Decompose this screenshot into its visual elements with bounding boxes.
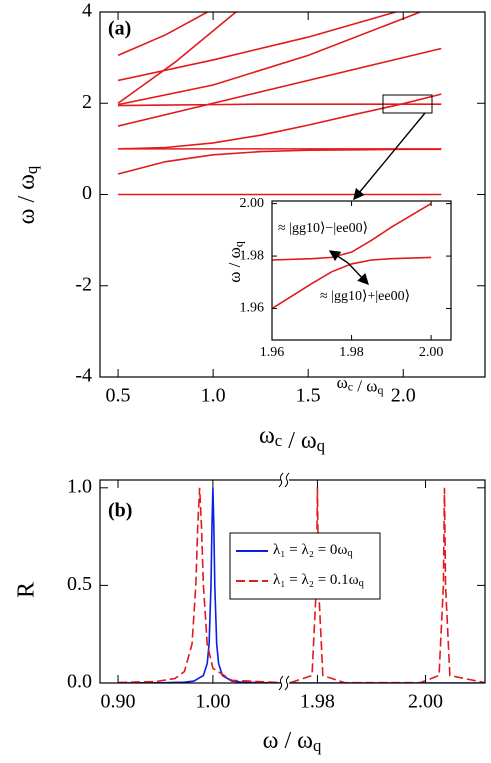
data-line	[117, 47, 442, 127]
legend-box	[229, 532, 381, 600]
axis-break-gap	[281, 472, 289, 488]
legend-label: λ₁ = λ₂ = 0.1ωq	[273, 572, 365, 589]
data-line	[118, 103, 442, 107]
x-tick-label: 0.90	[101, 691, 136, 713]
x-tick-label: 1.5	[296, 385, 321, 407]
x-tick-label: 1.00	[195, 691, 230, 713]
x-tick-label: 1.0	[201, 385, 226, 407]
x-tick-label: 1.98	[300, 691, 335, 713]
y-tick-label: 4	[82, 0, 92, 22]
panel-label: (b)	[108, 500, 132, 522]
data-line	[117, 12, 208, 57]
y-tick-label: 2.00	[240, 196, 265, 211]
y-tick-label: -4	[75, 365, 92, 387]
x-axis-label: ωc / ωq	[259, 423, 326, 455]
data-line	[117, 12, 237, 104]
y-tick-label: 1.98	[240, 248, 265, 263]
x-tick-label: 1.96	[260, 345, 285, 360]
zoom-region	[382, 94, 433, 114]
x-tick-label: 2.0	[391, 385, 416, 407]
x-tick-label: 0.5	[106, 385, 131, 407]
y-tick-label: 0.0	[67, 671, 92, 693]
frame	[271, 200, 452, 341]
x-tick-label: 2.00	[419, 345, 444, 360]
frame	[99, 479, 486, 684]
axis-break	[278, 675, 290, 691]
data-line	[272, 256, 432, 310]
data-line	[117, 12, 396, 82]
y-tick-label: 2	[82, 91, 92, 113]
inset-background	[272, 201, 451, 340]
annotation: ≈ |gg10⟩+|ee00⟩	[320, 289, 410, 304]
axis-break-gap	[281, 675, 289, 691]
annotation-arrow	[328, 250, 349, 264]
x-axis-label: ωc / ωq	[337, 373, 384, 397]
x-axis-label: ω / ωq	[263, 728, 322, 755]
x-tick-label: 1.98	[339, 345, 364, 360]
axis-break	[278, 472, 290, 488]
y-axis-label: ω / ωq	[14, 165, 41, 224]
y-tick-label: 1.96	[240, 301, 265, 316]
y-tick-label: 0.5	[67, 573, 92, 595]
legend-label: λ₁ = λ₂ = 0ωq	[273, 542, 353, 559]
y-axis-label: R	[14, 582, 40, 598]
annotation-arrow	[347, 262, 369, 286]
annotation: ≈ |gg10⟩−|ee00⟩	[278, 221, 368, 236]
y-tick-label: -2	[75, 273, 92, 295]
x-tick-label: 2.00	[408, 691, 443, 713]
data-line	[118, 487, 280, 683]
data-line	[272, 202, 432, 261]
y-tick-label: 1.0	[67, 475, 92, 497]
zoom-arrow	[353, 112, 426, 201]
y-tick-label: 0	[82, 182, 92, 204]
data-line	[117, 12, 421, 106]
panel-label: (a)	[108, 18, 131, 40]
data-line	[118, 93, 442, 150]
y-axis-label: ω / ωq	[225, 241, 245, 283]
